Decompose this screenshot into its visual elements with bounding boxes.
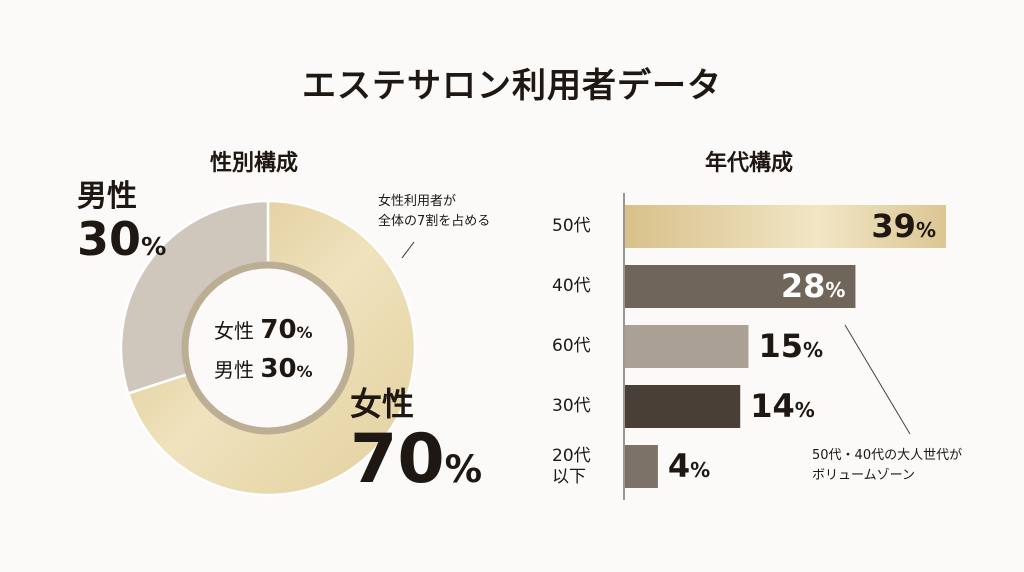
male-label: 男性 30% [77,179,167,263]
female-label-name: 女性 [350,385,415,423]
female-label-unit: % [444,447,483,491]
female-label: 女性 70% [350,388,482,494]
male-label-name: 男性 [77,179,137,214]
gender-annotation: 女性利用者が 全体の7割を占める [378,192,490,232]
center-female-value: 70 [260,315,297,345]
gender-chart-title: 性別構成 [210,151,299,176]
donut-inner-ring [181,261,355,435]
center-female-unit: % [296,323,313,342]
category-label: 40代 [552,276,591,296]
value-label: 39% [871,207,936,245]
male-label-value: 30 [77,212,142,266]
annotation-leader-line [401,241,415,259]
bar [625,385,741,428]
value-label: 28% [780,267,846,305]
gender-annotation-line: 女性利用者が [378,194,457,209]
category-label: 50代 [552,216,591,236]
category-label: 60代 [552,336,591,356]
age-annotation: 50代・40代の大人世代が ボリュームゾーン [812,446,962,486]
value-label: 15% [758,327,824,365]
center-female-name: 女性 [214,319,254,343]
bar [625,205,946,248]
page-title: エステサロン利用者データ [302,66,722,106]
gender-annotation-line: 全体の7割を占める [378,214,491,229]
bar [625,265,856,308]
bar [625,445,658,488]
value-label: 14% [750,387,815,425]
donut-center-summary: 女性 70% 男性 30% [214,312,313,390]
age-annotation-line: ボリュームゾーン [812,468,915,483]
category-label: 30代 [552,396,591,416]
value-label: 4% [667,447,711,485]
bar [625,325,749,368]
center-male-name: 男性 [214,358,254,382]
male-label-unit: % [141,232,167,261]
center-male-value: 30 [260,354,297,384]
female-label-value: 70 [350,420,445,499]
age-chart-title: 年代構成 [705,151,794,176]
age-annotation-line: 50代・40代の大人世代が [812,448,963,463]
center-male-unit: % [296,362,313,381]
annotation-leader-line [844,324,911,435]
category-label: 20代 以下 [552,445,591,487]
